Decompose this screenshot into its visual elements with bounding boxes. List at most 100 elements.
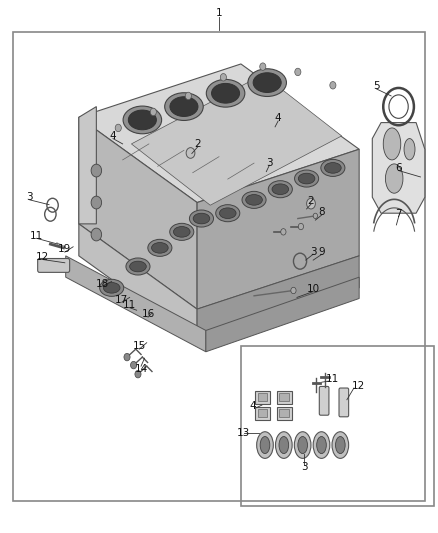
Text: 2: 2 <box>194 139 201 149</box>
Text: 7: 7 <box>395 209 402 219</box>
Circle shape <box>298 223 304 230</box>
Ellipse shape <box>170 96 198 116</box>
Polygon shape <box>79 117 197 309</box>
Ellipse shape <box>246 195 262 205</box>
Text: 4: 4 <box>250 401 257 411</box>
Circle shape <box>220 74 226 81</box>
Ellipse shape <box>332 432 349 458</box>
Text: 12: 12 <box>352 382 365 391</box>
Ellipse shape <box>294 170 318 187</box>
Ellipse shape <box>325 163 341 173</box>
Ellipse shape <box>152 243 168 253</box>
Ellipse shape <box>248 69 286 96</box>
Text: 15: 15 <box>133 342 146 351</box>
Circle shape <box>186 148 195 158</box>
Text: 6: 6 <box>395 163 402 173</box>
Ellipse shape <box>148 239 172 256</box>
Ellipse shape <box>313 432 330 458</box>
Text: 4: 4 <box>275 114 282 123</box>
Text: 10: 10 <box>307 284 320 294</box>
Circle shape <box>91 228 102 241</box>
Ellipse shape <box>190 210 214 227</box>
FancyBboxPatch shape <box>255 407 270 420</box>
Circle shape <box>135 370 141 378</box>
Text: 8: 8 <box>318 207 325 217</box>
FancyBboxPatch shape <box>277 391 292 404</box>
Ellipse shape <box>321 159 345 176</box>
Text: 17: 17 <box>115 295 128 304</box>
Ellipse shape <box>383 128 401 160</box>
Circle shape <box>307 198 315 209</box>
Text: 4: 4 <box>110 131 117 141</box>
Ellipse shape <box>272 184 289 195</box>
Circle shape <box>150 108 156 116</box>
Circle shape <box>260 63 266 70</box>
Text: 13: 13 <box>237 428 250 438</box>
FancyBboxPatch shape <box>277 407 292 420</box>
Ellipse shape <box>103 282 120 293</box>
Text: 11: 11 <box>123 300 136 310</box>
Text: 9: 9 <box>318 247 325 256</box>
Ellipse shape <box>268 181 293 198</box>
Text: 2: 2 <box>307 197 314 206</box>
Polygon shape <box>131 75 342 205</box>
Circle shape <box>124 353 130 361</box>
Text: 3: 3 <box>310 247 317 256</box>
Ellipse shape <box>212 84 240 103</box>
Ellipse shape <box>123 106 162 134</box>
Polygon shape <box>197 149 359 309</box>
Polygon shape <box>372 123 425 213</box>
Ellipse shape <box>193 213 210 224</box>
Text: 3: 3 <box>301 463 308 472</box>
Ellipse shape <box>336 437 345 454</box>
Circle shape <box>291 287 296 294</box>
Text: 16: 16 <box>141 310 155 319</box>
Ellipse shape <box>126 258 150 275</box>
Ellipse shape <box>317 437 326 454</box>
FancyBboxPatch shape <box>255 391 270 404</box>
Polygon shape <box>79 224 197 341</box>
Circle shape <box>91 196 102 209</box>
FancyBboxPatch shape <box>319 386 329 415</box>
Ellipse shape <box>219 208 236 219</box>
Ellipse shape <box>404 139 415 160</box>
Ellipse shape <box>206 79 245 107</box>
FancyBboxPatch shape <box>258 393 267 401</box>
Polygon shape <box>206 277 359 352</box>
Circle shape <box>131 361 137 369</box>
Text: 19: 19 <box>58 245 71 254</box>
Ellipse shape <box>253 73 281 93</box>
Polygon shape <box>197 256 359 341</box>
Polygon shape <box>66 256 206 352</box>
Ellipse shape <box>260 437 270 454</box>
Circle shape <box>313 213 318 219</box>
Circle shape <box>330 82 336 89</box>
FancyBboxPatch shape <box>258 409 267 417</box>
Ellipse shape <box>165 93 203 120</box>
FancyBboxPatch shape <box>279 409 289 417</box>
Text: 1: 1 <box>215 9 223 18</box>
Circle shape <box>295 68 301 76</box>
FancyBboxPatch shape <box>38 259 70 272</box>
Circle shape <box>91 164 102 177</box>
Ellipse shape <box>99 279 124 296</box>
Ellipse shape <box>242 191 266 208</box>
Text: 5: 5 <box>373 82 380 91</box>
Ellipse shape <box>128 110 156 130</box>
Ellipse shape <box>216 205 240 222</box>
Text: 3: 3 <box>26 192 33 202</box>
Text: 11: 11 <box>30 231 43 240</box>
Ellipse shape <box>294 432 311 458</box>
Circle shape <box>281 229 286 235</box>
Text: 11: 11 <box>325 375 339 384</box>
Bar <box>13 32 425 501</box>
Circle shape <box>115 124 121 132</box>
Text: 12: 12 <box>36 252 49 262</box>
Ellipse shape <box>298 437 307 454</box>
Text: 3: 3 <box>266 158 273 167</box>
Ellipse shape <box>173 227 190 237</box>
Bar <box>241 346 434 506</box>
Text: 18: 18 <box>96 279 110 288</box>
Text: 14: 14 <box>134 364 148 374</box>
Polygon shape <box>79 107 96 224</box>
